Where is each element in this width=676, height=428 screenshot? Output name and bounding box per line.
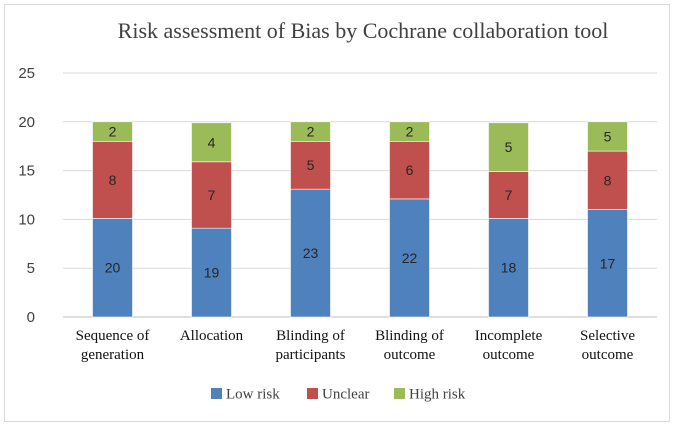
bar-segment	[587, 150, 628, 210]
y-tick-label: 20	[18, 114, 35, 131]
bar-segment	[389, 198, 430, 318]
chart-frame: Risk assessment of Bias by Cochrane coll…	[4, 4, 670, 422]
data-label: 23	[303, 245, 319, 261]
legend-label: High risk	[409, 387, 466, 403]
y-tick-label: 5	[27, 260, 35, 277]
data-label: 6	[406, 162, 414, 178]
data-label: 2	[109, 124, 117, 140]
x-tick-label: Allocation	[180, 328, 244, 344]
legend-label: Low risk	[226, 387, 280, 403]
data-label: 5	[307, 157, 315, 173]
gridlines	[63, 72, 657, 318]
x-tick-label: Blinding of participants	[276, 328, 346, 363]
data-label: 8	[604, 172, 612, 188]
data-label: 5	[505, 139, 513, 155]
x-tick-label: Blinding of outcome	[375, 328, 444, 363]
data-label: 20	[105, 260, 121, 276]
chart-title: Risk assessment of Bias by Cochrane coll…	[118, 18, 609, 43]
legend-swatch	[394, 388, 405, 399]
data-label: 22	[402, 250, 418, 266]
x-tick-label: Sequence of generation	[76, 328, 150, 363]
y-tick-label: 25	[18, 65, 35, 82]
bar-segment	[488, 122, 529, 172]
bar-segment	[587, 121, 628, 152]
data-label: 17	[600, 255, 616, 271]
data-label: 19	[204, 265, 220, 281]
bar-segment	[92, 141, 133, 219]
legend-swatch	[307, 388, 318, 399]
bar-segment	[488, 171, 529, 219]
legend: Low risk Unclear High risk	[211, 387, 466, 403]
data-label: 7	[505, 187, 513, 203]
bar-segment	[191, 122, 232, 163]
stacked-bar-chart: Risk assessment of Bias by Cochrane coll…	[18, 18, 657, 403]
x-tick-label: Incomplete outcome	[475, 328, 543, 363]
x-axis: Sequence of generation Allocation Blinding …	[76, 328, 636, 363]
legend-swatch	[211, 388, 222, 399]
bar-segment	[488, 218, 529, 318]
bar-segment	[191, 227, 232, 318]
y-tick-label: 10	[18, 211, 35, 228]
y-tick-label: 0	[27, 309, 35, 326]
bar-segment	[92, 218, 133, 318]
bar-segment	[290, 188, 331, 318]
data-label: 18	[501, 260, 517, 276]
data-label: 2	[307, 124, 315, 140]
bar-segment	[290, 121, 331, 142]
y-axis: 0 5 10 15 20 25	[18, 65, 35, 326]
data-label: 2	[406, 124, 414, 140]
data-label: 4	[208, 134, 216, 150]
data-label: 5	[604, 128, 612, 144]
data-label: 7	[208, 187, 216, 203]
bar-segment	[587, 209, 628, 318]
data-label: 8	[109, 172, 117, 188]
y-tick-label: 15	[18, 163, 35, 180]
bars	[92, 121, 628, 318]
x-tick-label: Selective outcome	[580, 328, 635, 363]
bar-segment	[191, 161, 232, 229]
bar-segment	[92, 121, 133, 142]
legend-label: Unclear	[322, 387, 369, 403]
bar-segment	[389, 121, 430, 142]
